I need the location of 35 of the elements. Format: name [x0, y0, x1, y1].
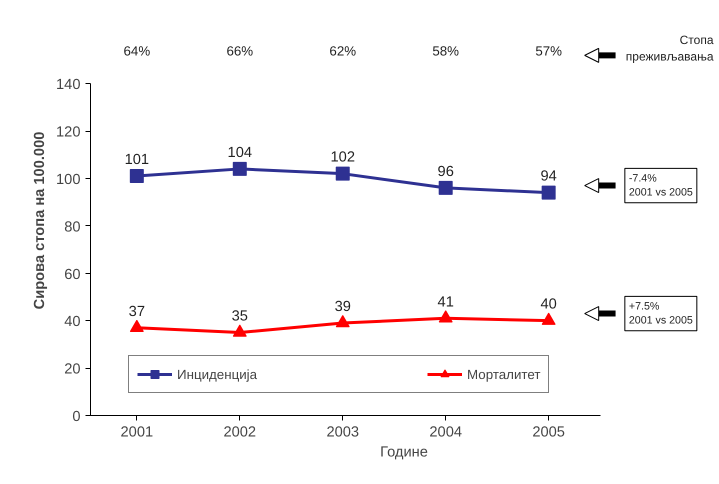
y-axis-title: Сирова стопа на 100.000	[32, 132, 48, 310]
x-tick-label: 2005	[532, 424, 565, 440]
y-tick-label: 0	[72, 409, 81, 425]
y-tick-label: 120	[56, 124, 81, 140]
data-label: 104	[228, 144, 252, 161]
x-tick-label: 2004	[429, 424, 462, 440]
x-axis-title: Године	[380, 444, 428, 460]
legend-label: Морталитет	[467, 366, 540, 382]
data-label: 96	[438, 164, 454, 180]
text: -7.4% 2001 vs 2005	[628, 172, 693, 199]
y-tick-label: 80	[64, 219, 81, 236]
text: Стопа преживљавања	[626, 32, 714, 64]
text: 57%	[535, 44, 562, 59]
y-tick-label: 60	[64, 266, 81, 283]
data-label: 94	[540, 168, 557, 185]
text: 58%	[432, 44, 460, 59]
data-label: 37	[128, 304, 145, 320]
text: 64%	[123, 44, 150, 59]
y-tick-label: 40	[64, 314, 81, 330]
y-tick-label: 140	[56, 77, 81, 94]
data-label: 39	[334, 299, 351, 316]
x-tick-label: 2002	[223, 424, 256, 440]
data-label: 101	[124, 152, 150, 168]
data-label: 35	[232, 308, 248, 325]
data-label: 41	[438, 294, 454, 310]
text: 66%	[226, 44, 254, 59]
text: +7.5% 2001 vs 2005	[628, 300, 693, 327]
y-tick-label: 20	[64, 362, 81, 378]
y-tick-label: 100	[56, 172, 81, 188]
legend-label: Инциденција	[177, 366, 258, 382]
x-tick-label: 2001	[120, 424, 154, 440]
text: 62%	[329, 44, 356, 59]
data-label: 102	[330, 150, 355, 166]
data-label: 40	[540, 296, 557, 313]
x-tick-label: 2003	[326, 424, 360, 440]
